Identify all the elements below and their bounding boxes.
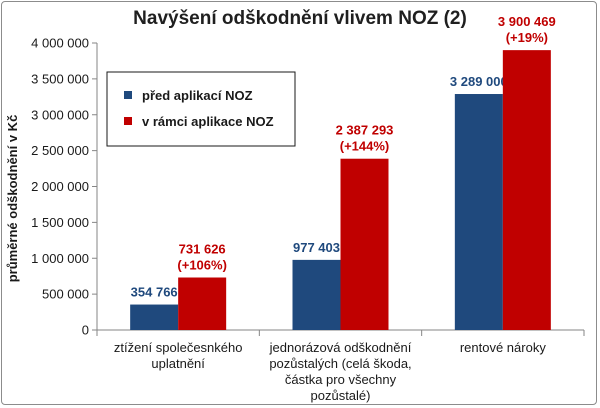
- y-tick-label: 500 000: [42, 287, 89, 302]
- chart-title: Navýšení odškodnění vlivem NOZ (2): [133, 8, 467, 29]
- bar: [130, 304, 179, 330]
- data-label: (+144%): [340, 139, 390, 154]
- x-tick-label: pozůstalých (celá škoda,: [269, 356, 411, 371]
- y-tick-label: 3 000 000: [31, 107, 89, 122]
- legend-label: před aplikací NOZ: [142, 88, 253, 103]
- legend-box: [106, 71, 296, 147]
- y-tick-label: 0: [82, 323, 89, 338]
- legend-swatch: [124, 117, 132, 125]
- y-tick-label: 2 000 000: [31, 179, 89, 194]
- y-axis-label: průměrné odškodnění v Kč: [5, 115, 20, 283]
- data-label: (+19%): [506, 30, 548, 45]
- x-tick-label: pozůstalé): [311, 388, 371, 403]
- x-tick-label: jednorázová odškodnění: [269, 340, 412, 355]
- x-tick-label: částka pro všechny: [285, 372, 397, 387]
- data-label: 3 900 469: [498, 14, 556, 29]
- data-label: 977 403: [293, 240, 340, 255]
- bar: [340, 158, 389, 330]
- y-tick-label: 1 500 000: [31, 215, 89, 230]
- bar: [178, 277, 227, 330]
- bar: [502, 50, 551, 330]
- legend-swatch: [124, 91, 132, 99]
- x-tick-label: ztížení společesnkého: [114, 340, 243, 355]
- data-label: 731 626: [179, 242, 226, 257]
- data-label: 354 766: [131, 285, 178, 300]
- x-tick-label: rentové nároky: [460, 340, 546, 355]
- data-label: (+106%): [177, 258, 227, 273]
- data-label: 2 387 293: [336, 123, 394, 138]
- x-tick-label: uplatnění: [151, 356, 205, 371]
- legend-label: v rámci aplikace NOZ: [142, 114, 274, 129]
- y-tick-label: 3 500 000: [31, 71, 89, 86]
- y-tick-label: 1 000 000: [31, 251, 89, 266]
- y-tick-label: 4 000 000: [31, 36, 89, 51]
- bar: [292, 259, 341, 330]
- data-label: 3 289 000: [450, 74, 508, 89]
- bar: [454, 94, 503, 330]
- y-tick-label: 2 500 000: [31, 143, 89, 158]
